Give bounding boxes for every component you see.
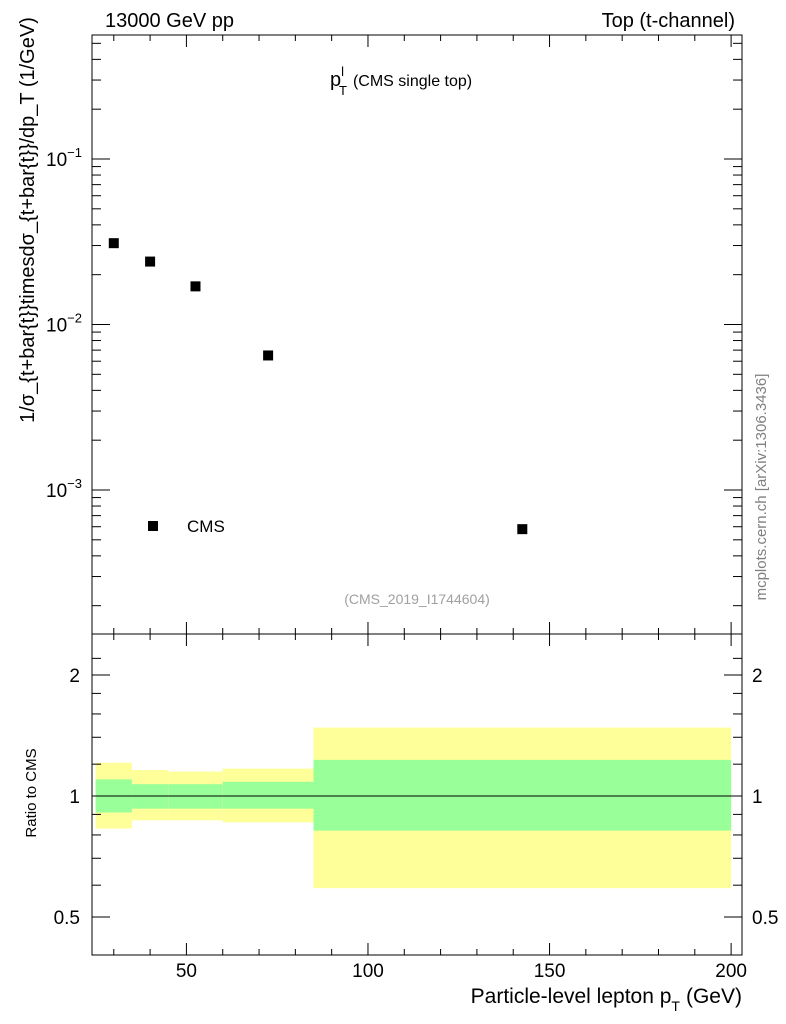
ratio-y-axis-label: Ratio to CMS (23, 748, 40, 837)
analysis-id: (CMS_2019_I1744604) (344, 591, 490, 607)
main-panel: 10−1 10−2 10−3 pl T (CMS single top) 1/σ_{t+… (17, 17, 743, 635)
main-y-tick-label: 10−3 (46, 476, 82, 502)
data-point (108, 238, 119, 249)
energy-label: 13000 GeV pp (105, 10, 234, 32)
main-y-tick-label: 10−1 (46, 145, 82, 171)
main-x-ticks (113, 35, 732, 634)
x-tick-label: 200 (715, 961, 747, 982)
ratio-plot-frame (91, 633, 743, 956)
inner-uncertainty-band (313, 759, 732, 831)
plot-title: pl T (CMS single top) (330, 64, 472, 98)
ratio-y-tick-label-left: 0.5 (54, 908, 80, 929)
data-points (108, 238, 528, 535)
plot-title-main: p (330, 69, 341, 91)
x-tick-label: 100 (352, 961, 384, 982)
x-axis-label: Particle-level lepton pT (GeV) (471, 985, 742, 1014)
ratio-x-ticks: 50 100 150 200 (113, 634, 747, 982)
legend-marker (148, 521, 158, 531)
ratio-y-tick-label-left: 2 (69, 666, 80, 687)
main-y-axis-label: 1/σ_{t+bar{t}}timesdσ_{t+bar{t}}/dp_T (1… (17, 17, 39, 423)
main-y-tick-label: 10−2 (46, 311, 82, 337)
main-plot-frame (91, 34, 743, 635)
x-label-unit: (GeV) (686, 985, 742, 1008)
x-label-subscript: T (671, 998, 680, 1014)
plot-title-superscript: l (341, 64, 344, 79)
inner-uncertainty-band (222, 781, 314, 809)
data-point (263, 350, 274, 361)
x-label-main: Particle-level lepton p (471, 985, 672, 1008)
legend-label: CMS (187, 517, 225, 536)
ratio-y-ticks: 0.5 0.5 1 1 2 2 (54, 657, 778, 929)
y-label-text: 1/σ_{t+bar{t}}timesdσ_{t+bar{t}}/dp_T (1… (17, 17, 39, 423)
plot-title-subscript: T (339, 83, 347, 98)
x-tick-label: 150 (534, 961, 566, 982)
data-point (190, 281, 201, 292)
data-point (145, 256, 156, 267)
uncertainty-bands (95, 727, 732, 889)
ratio-y-tick-label-right: 1 (752, 787, 763, 808)
plot-title-rest: (CMS single top) (353, 73, 472, 90)
ratio-y-tick-label-left: 1 (69, 787, 80, 808)
data-point (517, 524, 528, 535)
main-y-ticks: 10−1 10−2 10−3 (46, 42, 742, 607)
ratio-y-tick-label-right: 2 (752, 666, 763, 687)
process-label: Top (t-channel) (602, 10, 735, 32)
ratio-y-tick-label-right: 0.5 (752, 908, 778, 929)
side-watermark: mcplots.cern.ch [arXiv:1306.3436] (753, 374, 770, 601)
x-tick-label: 50 (176, 961, 197, 982)
ratio-panel: 50 100 150 200 0.5 0.5 1 1 2 2 Ratio to CMS Part… (23, 633, 778, 1014)
